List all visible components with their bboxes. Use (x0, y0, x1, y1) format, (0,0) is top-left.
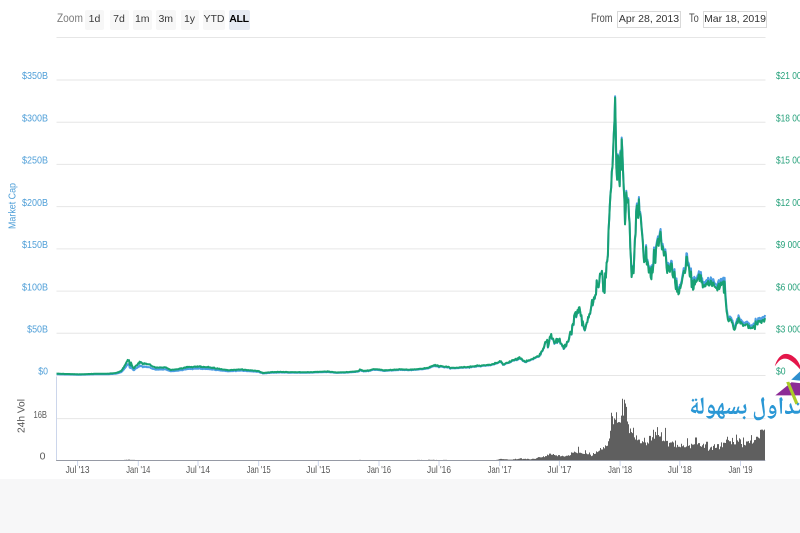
svg-text:$12 000: $12 000 (776, 197, 800, 209)
svg-text:Jul '15: Jul '15 (306, 464, 330, 476)
svg-text:16B: 16B (34, 409, 48, 421)
svg-text:$18 000: $18 000 (776, 112, 800, 124)
svg-text:Jul '16: Jul '16 (427, 464, 451, 476)
svg-text:Market Cap: Market Cap (7, 183, 19, 229)
svg-text:Jan '15: Jan '15 (247, 464, 271, 476)
svg-text:$15 000: $15 000 (776, 155, 800, 167)
svg-text:Jul '17: Jul '17 (547, 464, 571, 476)
svg-text:$0: $0 (38, 366, 48, 378)
svg-text:Jul '18: Jul '18 (668, 464, 692, 476)
svg-text:Jul '13: Jul '13 (66, 464, 90, 476)
svg-text:$250B: $250B (22, 155, 48, 167)
svg-text:24h Vol: 24h Vol (16, 399, 28, 433)
svg-text:$100B: $100B (22, 281, 48, 293)
svg-text:Jul '14: Jul '14 (186, 464, 210, 476)
svg-text:$50B: $50B (27, 324, 48, 336)
svg-text:Jan '16: Jan '16 (367, 464, 391, 476)
svg-text:0: 0 (40, 451, 46, 463)
svg-text:Jan '14: Jan '14 (126, 464, 150, 476)
svg-text:$300B: $300B (22, 112, 48, 124)
svg-text:Jan '18: Jan '18 (608, 464, 632, 476)
svg-text:Jan '19: Jan '19 (729, 464, 753, 476)
svg-text:$9 000: $9 000 (776, 239, 800, 251)
svg-text:$3 000: $3 000 (776, 324, 800, 336)
svg-text:Jan '17: Jan '17 (488, 464, 512, 476)
svg-text:$150B: $150B (22, 239, 48, 251)
svg-text:$21 000: $21 000 (776, 70, 800, 82)
svg-text:$6 000: $6 000 (776, 281, 800, 293)
svg-text:$200B: $200B (22, 197, 48, 209)
svg-text:$0: $0 (776, 366, 786, 378)
svg-text:$350B: $350B (22, 70, 48, 82)
